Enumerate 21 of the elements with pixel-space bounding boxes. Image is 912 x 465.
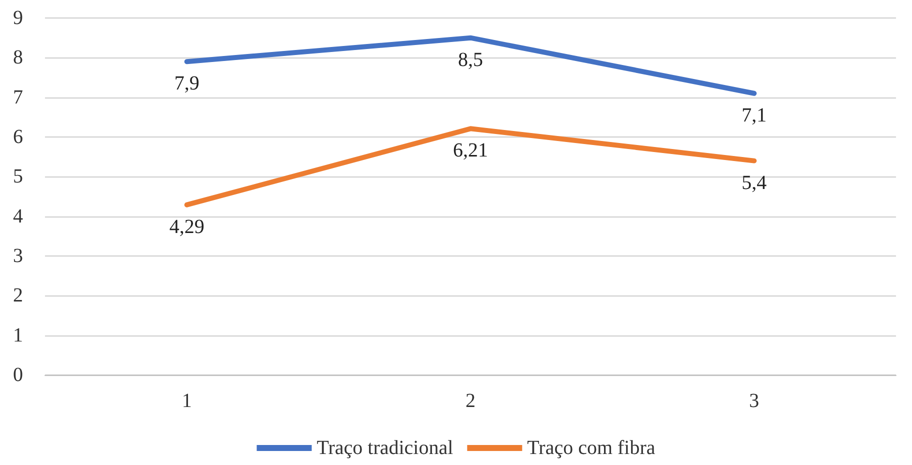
- legend-label: Traço tradicional: [316, 437, 454, 459]
- data-label: 8,5: [458, 48, 483, 71]
- data-label: 5,4: [742, 172, 767, 194]
- y-tick-label: 1: [13, 324, 23, 346]
- y-tick-label: 0: [13, 364, 23, 386]
- y-tick-label: 9: [13, 7, 23, 29]
- x-tick-label: 2: [466, 390, 476, 412]
- legend-label: Traço com fibra: [527, 437, 656, 459]
- data-label: 7,1: [742, 104, 767, 126]
- data-label: 7,9: [174, 72, 200, 95]
- y-tick-label: 6: [13, 126, 23, 148]
- y-tick-label: 3: [13, 245, 23, 267]
- x-tick-label: 3: [749, 390, 760, 412]
- y-tick-label: 4: [13, 205, 23, 228]
- y-tick-label: 5: [13, 166, 23, 188]
- data-label: 6,21: [453, 140, 488, 162]
- y-tick-label: 2: [13, 284, 23, 307]
- y-tick-label: 7: [13, 86, 23, 108]
- x-tick-label: 1: [182, 390, 192, 412]
- data-label: 4,29: [169, 216, 204, 238]
- y-tick-label: 8: [13, 46, 23, 69]
